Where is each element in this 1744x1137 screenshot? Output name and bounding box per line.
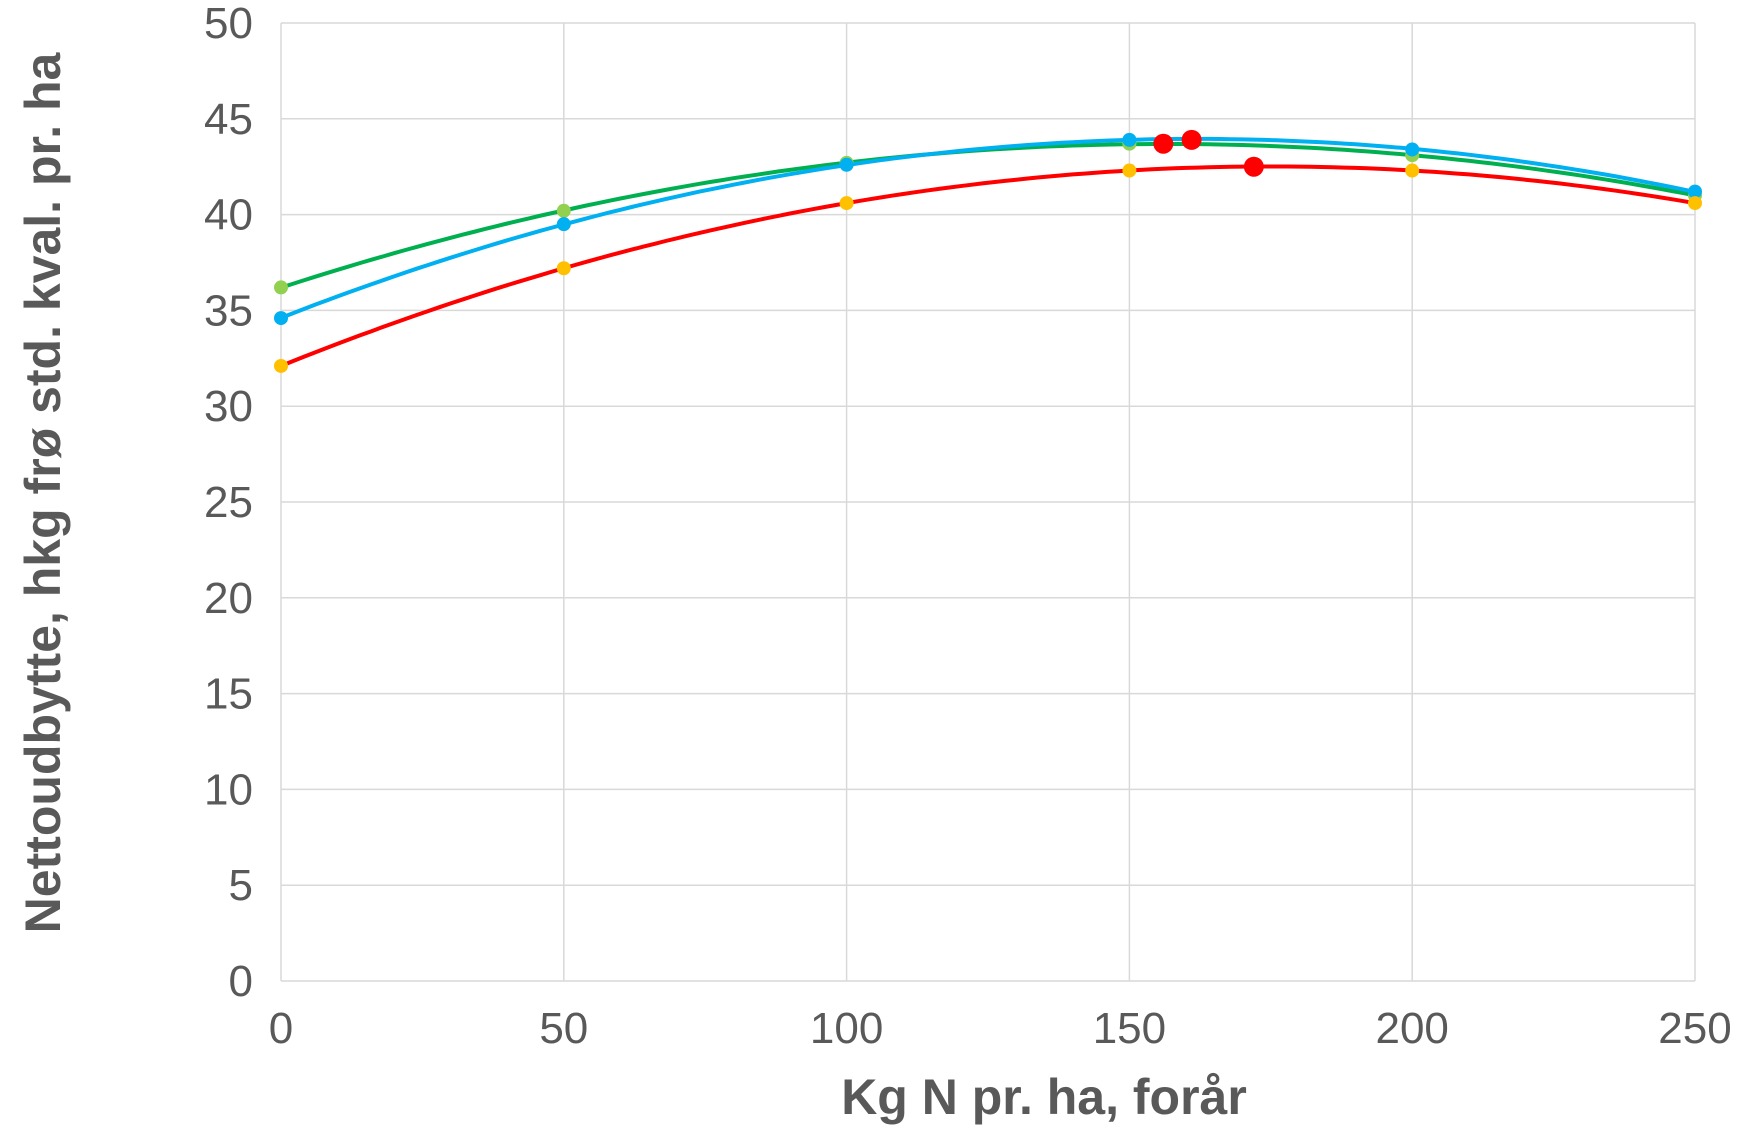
data-point (556, 261, 571, 276)
optimum-point (1243, 156, 1264, 177)
data-point (1405, 163, 1420, 178)
x-tick-label: 150 (1093, 1004, 1166, 1053)
y-tick-label: 50 (204, 0, 253, 48)
y-tick-label: 35 (204, 286, 253, 335)
y-axis-title: Nettoudbytte, hkg frø std. kval. pr. ha (15, 51, 71, 933)
tick-labels: 0 5 10 15 20 25 30 35 40 45 50 0 50 100 150 200 250 (204, 0, 1732, 1053)
grid-lines (280, 22, 1696, 982)
x-axis-title: Kg N pr. ha, forår (841, 1069, 1247, 1125)
data-point (274, 311, 288, 326)
data-points (274, 132, 1702, 373)
optimum-point (1153, 133, 1174, 154)
series-line-2 (280, 164, 1696, 368)
x-tick-label: 0 (269, 1004, 293, 1053)
x-tick-label: 50 (539, 1004, 588, 1053)
data-point (556, 203, 571, 218)
data-point (839, 157, 854, 172)
optimum-markers (1153, 129, 1264, 177)
y-tick-label: 20 (204, 574, 253, 623)
series-lines (280, 136, 1696, 368)
data-point (1122, 132, 1137, 147)
y-tick-label: 45 (204, 95, 253, 144)
y-tick-label: 0 (229, 957, 253, 1006)
data-point (1688, 196, 1702, 211)
y-tick-label: 5 (229, 861, 253, 910)
y-tick-label: 10 (204, 765, 253, 814)
series-line-0 (280, 142, 1696, 290)
data-point (1122, 163, 1137, 178)
data-point (274, 358, 288, 373)
x-tick-label: 250 (1658, 1004, 1731, 1053)
x-tick-label: 100 (810, 1004, 883, 1053)
series-line-1 (280, 136, 1696, 320)
data-point (1688, 184, 1702, 199)
y-tick-label: 40 (204, 191, 253, 240)
data-point (556, 217, 571, 232)
data-point (274, 280, 288, 295)
y-tick-label: 30 (204, 382, 253, 431)
y-tick-label: 25 (204, 478, 253, 527)
x-tick-label: 200 (1375, 1004, 1448, 1053)
optimum-point (1181, 129, 1202, 150)
data-point (1405, 142, 1420, 157)
y-tick-label: 15 (204, 670, 253, 719)
data-point (839, 196, 854, 211)
